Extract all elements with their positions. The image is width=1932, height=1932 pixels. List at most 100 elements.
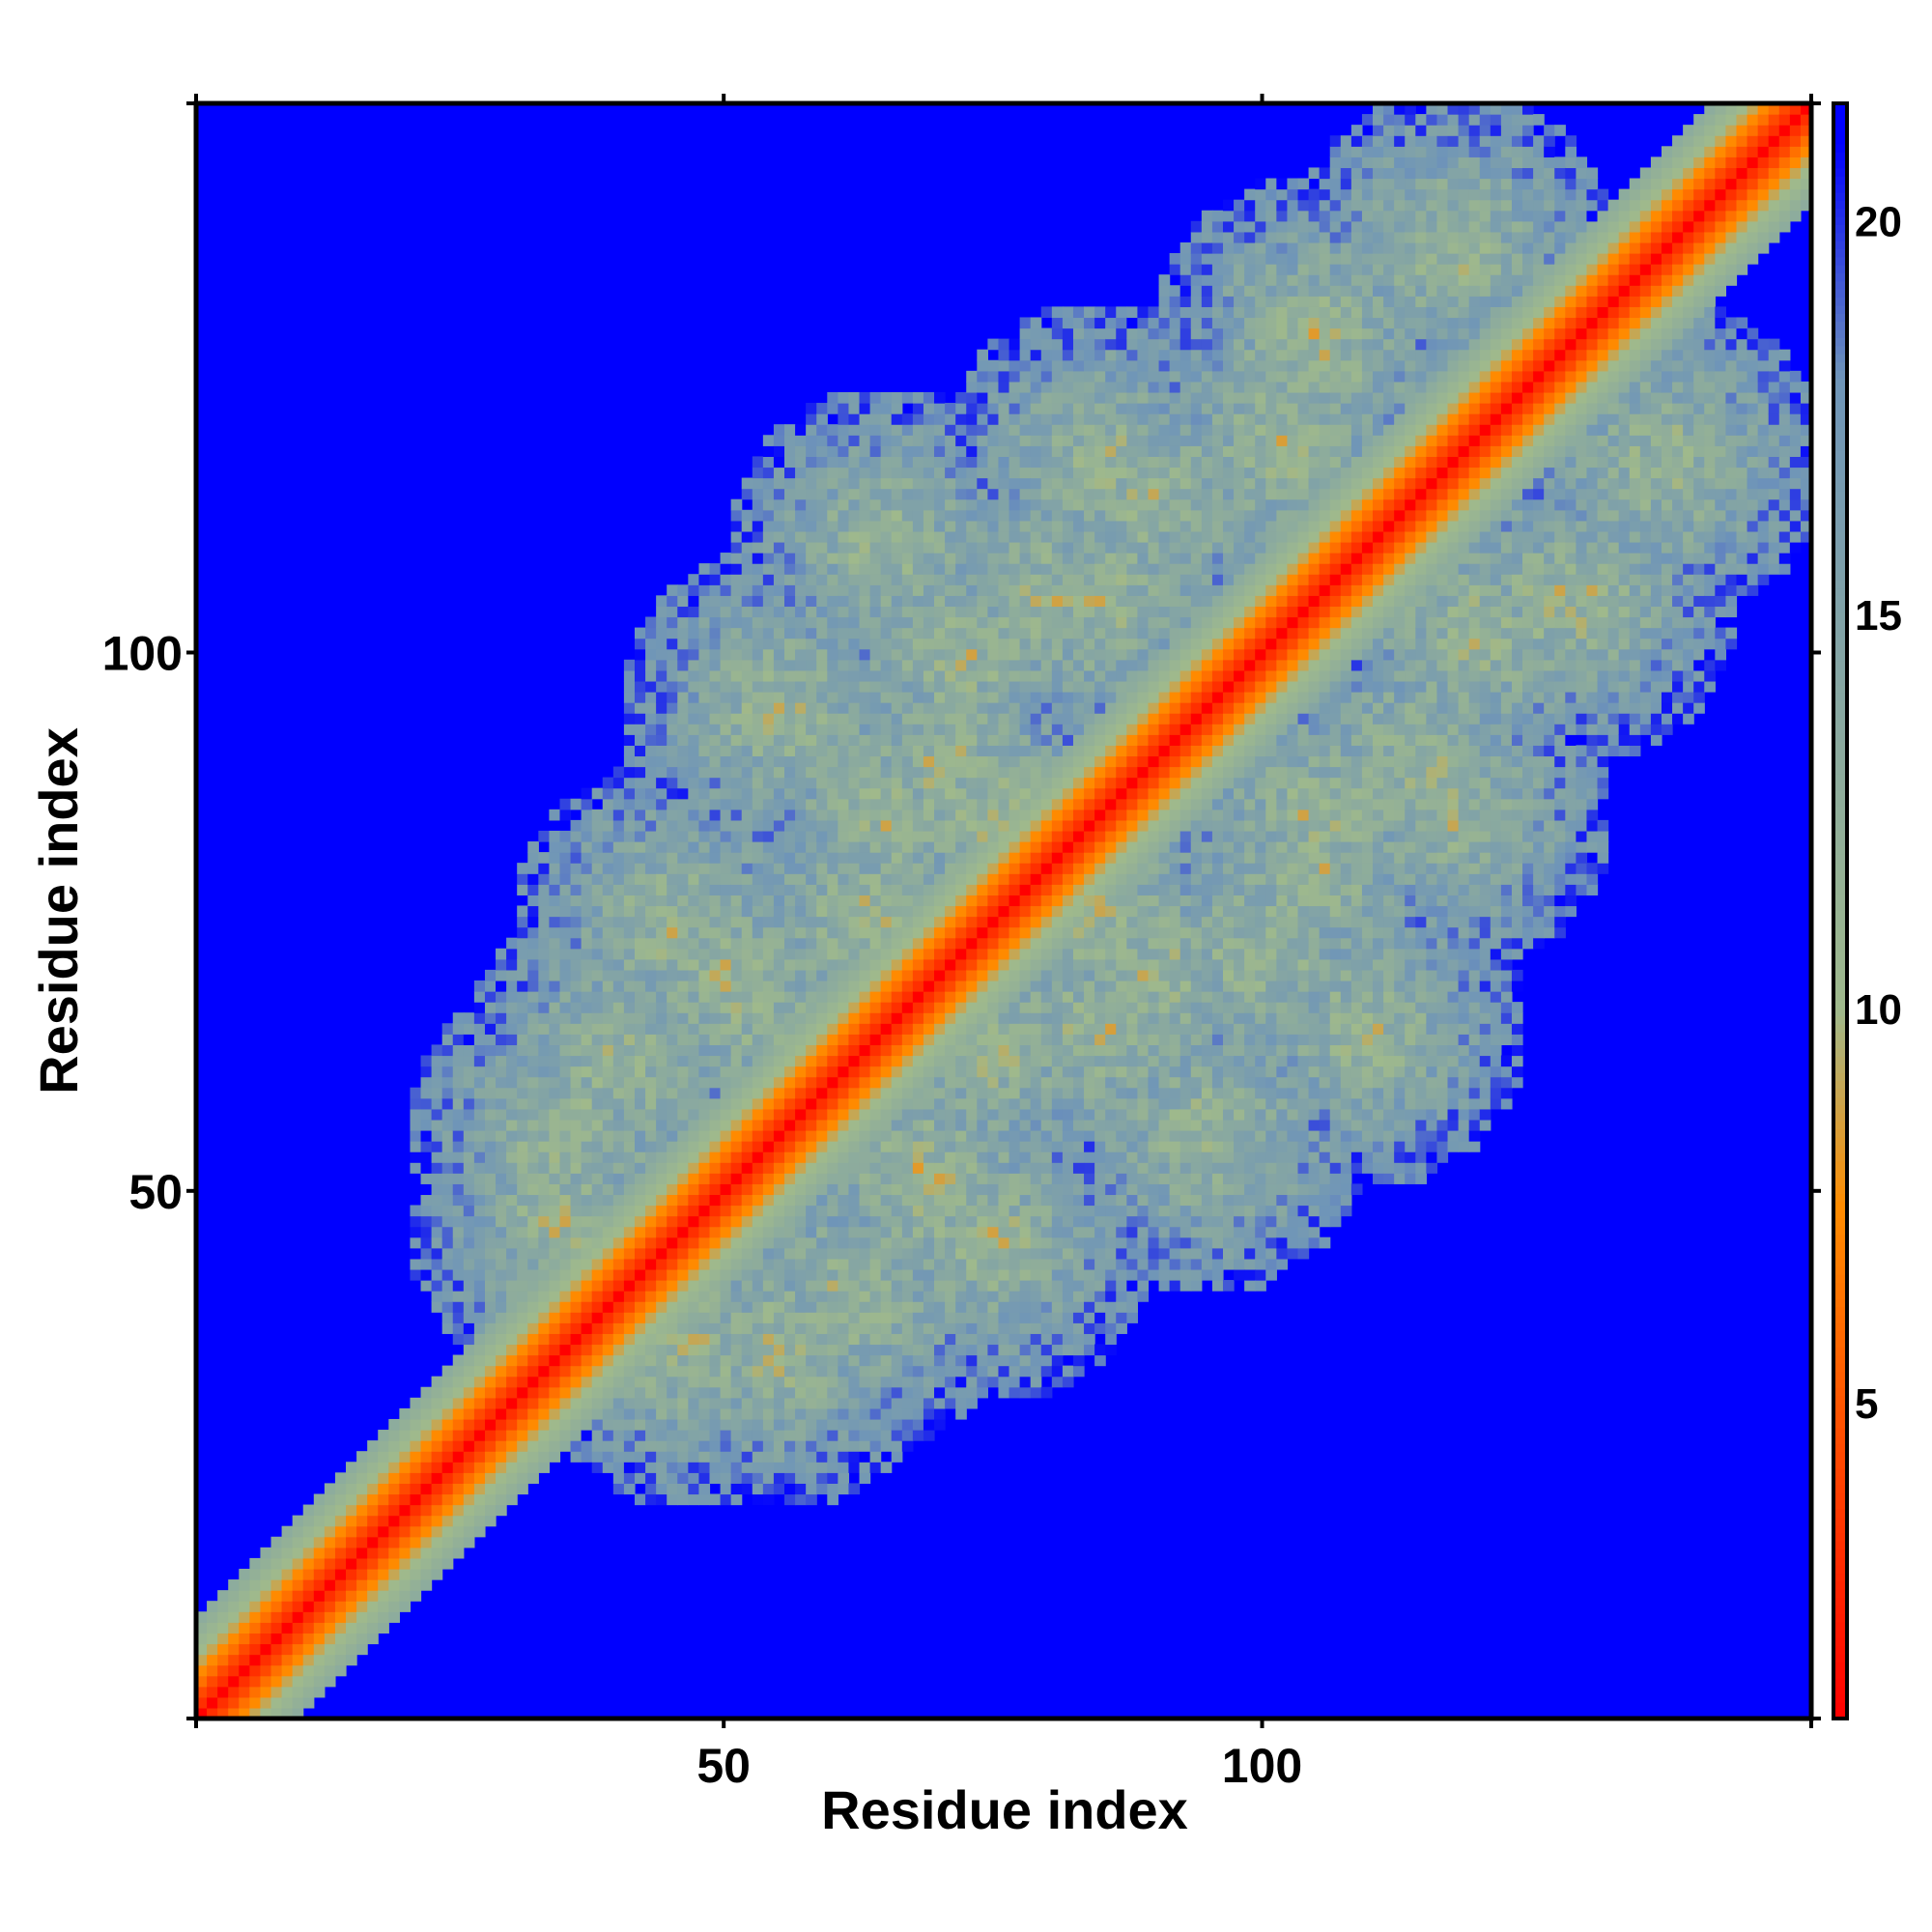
heatmap-cell xyxy=(752,1430,764,1441)
heatmap-cell xyxy=(945,627,956,639)
heatmap-cell xyxy=(217,1675,229,1688)
heatmap-cell xyxy=(752,1141,764,1152)
heatmap-cell xyxy=(688,884,700,895)
heatmap-cell xyxy=(987,1226,1000,1238)
heatmap-cell xyxy=(838,659,850,671)
heatmap-cell xyxy=(891,926,903,939)
heatmap-cell xyxy=(645,830,657,842)
heatmap-cell xyxy=(987,595,1000,608)
heatmap-cell xyxy=(207,1664,218,1677)
heatmap-cell xyxy=(998,424,1010,436)
heatmap-cell xyxy=(816,958,828,971)
heatmap-cell xyxy=(517,1365,528,1378)
heatmap-cell xyxy=(452,1226,465,1238)
heatmap-cell xyxy=(656,1440,668,1452)
heatmap-cell xyxy=(517,1044,528,1057)
heatmap-cell xyxy=(934,1291,946,1302)
heatmap-cell xyxy=(848,659,861,671)
heatmap-cell xyxy=(634,1322,646,1334)
heatmap-cell xyxy=(720,1087,732,1099)
heatmap-cell xyxy=(549,1376,561,1388)
heatmap-cell xyxy=(869,1462,882,1473)
heatmap-cell xyxy=(496,1055,507,1067)
heatmap-cell xyxy=(901,1044,914,1057)
heatmap-cell xyxy=(848,1141,861,1152)
heatmap-cell xyxy=(260,1622,272,1634)
heatmap-cell xyxy=(838,1065,850,1078)
heatmap-cell xyxy=(581,1226,593,1238)
heatmap-cell xyxy=(859,755,871,768)
heatmap-cell xyxy=(880,616,893,629)
heatmap-cell xyxy=(901,638,914,650)
heatmap-cell xyxy=(612,1226,625,1238)
heatmap-cell xyxy=(463,1451,475,1463)
heatmap-cell xyxy=(517,1108,528,1121)
heatmap-cell xyxy=(752,1407,764,1420)
heatmap-cell xyxy=(645,1397,657,1409)
heatmap-cell xyxy=(955,809,967,821)
heatmap-cell xyxy=(249,1601,262,1612)
heatmap-cell xyxy=(762,530,775,543)
heatmap-cell xyxy=(838,1483,850,1495)
heatmap-cell xyxy=(698,1301,711,1313)
heatmap-cell xyxy=(859,1162,871,1174)
heatmap-cell xyxy=(891,509,903,522)
heatmap-cell xyxy=(1019,1312,1032,1323)
heatmap-cell xyxy=(848,403,861,414)
heatmap-cell xyxy=(559,1205,572,1217)
heatmap-cell xyxy=(827,702,838,714)
heatmap-cell xyxy=(838,1129,850,1142)
heatmap-cell xyxy=(549,1312,561,1323)
heatmap-cell xyxy=(549,1002,561,1013)
heatmap-cell xyxy=(463,1108,475,1121)
heatmap-cell xyxy=(656,1087,668,1099)
heatmap-cell xyxy=(634,1226,646,1238)
heatmap-cell xyxy=(688,638,700,650)
heatmap-cell xyxy=(762,766,775,779)
heatmap-cell xyxy=(559,1226,572,1238)
heatmap-cell xyxy=(848,1151,861,1163)
heatmap-cell xyxy=(431,1407,443,1420)
heatmap-cell xyxy=(324,1504,336,1517)
heatmap-cell xyxy=(869,445,882,457)
heatmap-cell xyxy=(473,1236,486,1249)
heatmap-cell xyxy=(795,1440,807,1452)
heatmap-cell xyxy=(602,958,614,971)
heatmap-cell xyxy=(667,1012,678,1024)
heatmap-cell xyxy=(292,1686,304,1698)
heatmap-cell xyxy=(667,627,678,639)
heatmap-cell xyxy=(570,1301,582,1313)
heatmap-cell xyxy=(228,1686,240,1698)
heatmap-cell xyxy=(848,1291,861,1302)
heatmap-cell xyxy=(912,445,924,457)
heatmap-cell xyxy=(923,659,935,671)
heatmap-cell xyxy=(410,1525,422,1538)
heatmap-cell xyxy=(848,1108,861,1121)
heatmap-cell xyxy=(517,1012,528,1024)
heatmap-cell xyxy=(945,413,956,425)
heatmap-cell xyxy=(420,1205,433,1217)
heatmap-cell xyxy=(848,895,861,907)
heatmap-cell xyxy=(752,1012,764,1024)
heatmap-cell xyxy=(420,1226,433,1238)
heatmap-cell xyxy=(591,1065,604,1078)
heatmap-cell xyxy=(827,969,838,981)
heatmap-cell xyxy=(998,1162,1010,1174)
heatmap-cell xyxy=(966,809,978,821)
heatmap-cell xyxy=(496,1194,507,1207)
heatmap-cell xyxy=(891,873,903,885)
heatmap-cell xyxy=(645,648,657,661)
heatmap-cell xyxy=(869,530,882,543)
heatmap-cell xyxy=(324,1622,336,1634)
heatmap-cell xyxy=(709,1173,722,1184)
heatmap-cell xyxy=(998,391,1010,404)
heatmap-cell xyxy=(891,1365,903,1378)
heatmap-cell xyxy=(207,1696,218,1709)
heatmap-cell xyxy=(987,926,1000,939)
heatmap-cell xyxy=(977,958,988,971)
heatmap-cell xyxy=(538,1301,550,1313)
heatmap-cell xyxy=(549,1430,561,1441)
heatmap-cell xyxy=(496,1365,507,1378)
heatmap-cell xyxy=(806,1055,817,1067)
heatmap-cell xyxy=(891,948,903,960)
